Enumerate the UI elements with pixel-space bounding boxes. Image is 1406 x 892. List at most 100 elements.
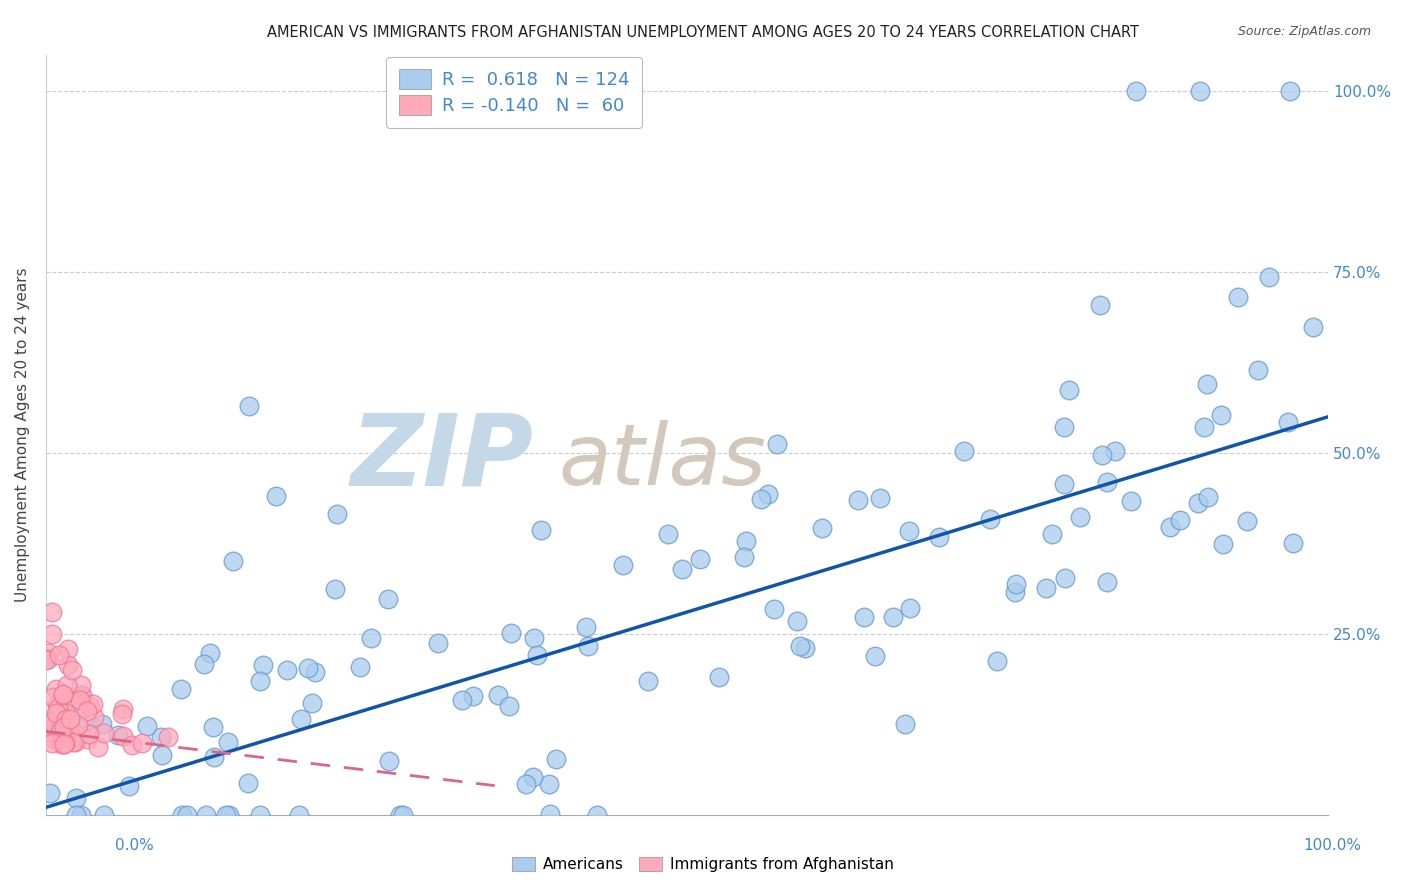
Point [46, 706, 69, 721]
Point [865, 648, 887, 663]
Point [1197, 491, 1219, 505]
Point [56, 657, 79, 672]
Point [427, 636, 450, 650]
Legend: Americans, Immigrants from Afghanistan: Americans, Immigrants from Afghanistan [505, 849, 901, 880]
Point [1119, 494, 1142, 508]
Point [1277, 415, 1299, 429]
Point [1035, 581, 1057, 595]
Point [59, 712, 82, 726]
Point [276, 664, 298, 678]
Point [150, 730, 173, 744]
Point [586, 807, 609, 822]
Point [287, 807, 309, 822]
Point [65, 735, 87, 749]
Point [69, 692, 91, 706]
Point [1054, 571, 1077, 585]
Point [41, 736, 63, 750]
Point [37, 651, 59, 665]
Point [846, 493, 869, 508]
Point [1168, 513, 1191, 527]
Point [1247, 363, 1270, 377]
Point [59, 731, 82, 746]
Point [1188, 84, 1211, 98]
Point [1088, 298, 1111, 312]
Point [45, 706, 67, 720]
Point [70, 688, 93, 702]
Point [176, 807, 198, 822]
Point [304, 665, 326, 679]
Point [811, 521, 834, 535]
Point [1057, 383, 1080, 397]
Point [221, 554, 243, 568]
Point [215, 807, 238, 822]
Text: 100.0%: 100.0% [1303, 838, 1361, 853]
Point [1258, 269, 1281, 284]
Point [58, 642, 80, 657]
Point [576, 640, 599, 654]
Point [389, 807, 412, 822]
Point [55, 678, 77, 692]
Point [60, 663, 83, 677]
Point [59, 722, 82, 736]
Point [76, 713, 98, 727]
Point [1053, 477, 1076, 491]
Point [55, 712, 77, 726]
Point [766, 437, 789, 451]
Point [111, 729, 134, 743]
Point [1212, 536, 1234, 550]
Point [1069, 510, 1091, 524]
Point [67, 718, 90, 732]
Point [515, 776, 537, 790]
Point [44, 719, 66, 733]
Point [794, 641, 817, 656]
Point [53, 737, 76, 751]
Point [538, 777, 561, 791]
Point [461, 689, 484, 703]
Point [523, 632, 546, 646]
Point [266, 490, 288, 504]
Point [1195, 377, 1218, 392]
Point [111, 702, 134, 716]
Point [749, 491, 772, 506]
Point [377, 592, 399, 607]
Point [526, 648, 548, 663]
Point [121, 739, 143, 753]
Point [49, 722, 72, 736]
Point [1236, 514, 1258, 528]
Point [522, 770, 544, 784]
Point [91, 717, 114, 731]
Point [93, 807, 115, 822]
Point [118, 779, 141, 793]
Point [46, 700, 69, 714]
Point [37, 717, 59, 731]
Point [786, 614, 808, 628]
Point [79, 699, 101, 714]
Point [1090, 448, 1112, 462]
Point [378, 755, 401, 769]
Point [150, 747, 173, 762]
Point [55, 706, 77, 720]
Point [201, 720, 224, 734]
Point [238, 399, 260, 413]
Point [1282, 535, 1305, 549]
Point [894, 716, 917, 731]
Point [290, 712, 312, 726]
Point [689, 552, 711, 566]
Point [1053, 420, 1076, 434]
Point [1104, 443, 1126, 458]
Point [93, 726, 115, 740]
Point [35, 653, 58, 667]
Point [1211, 408, 1233, 422]
Point [45, 682, 67, 697]
Point [87, 739, 110, 754]
Point [301, 696, 323, 710]
Point [979, 512, 1001, 526]
Point [53, 726, 76, 740]
Point [1095, 574, 1118, 589]
Point [172, 807, 194, 822]
Point [538, 807, 561, 822]
Point [51, 727, 73, 741]
Point [38, 646, 60, 660]
Point [48, 648, 70, 663]
Point [1227, 290, 1250, 304]
